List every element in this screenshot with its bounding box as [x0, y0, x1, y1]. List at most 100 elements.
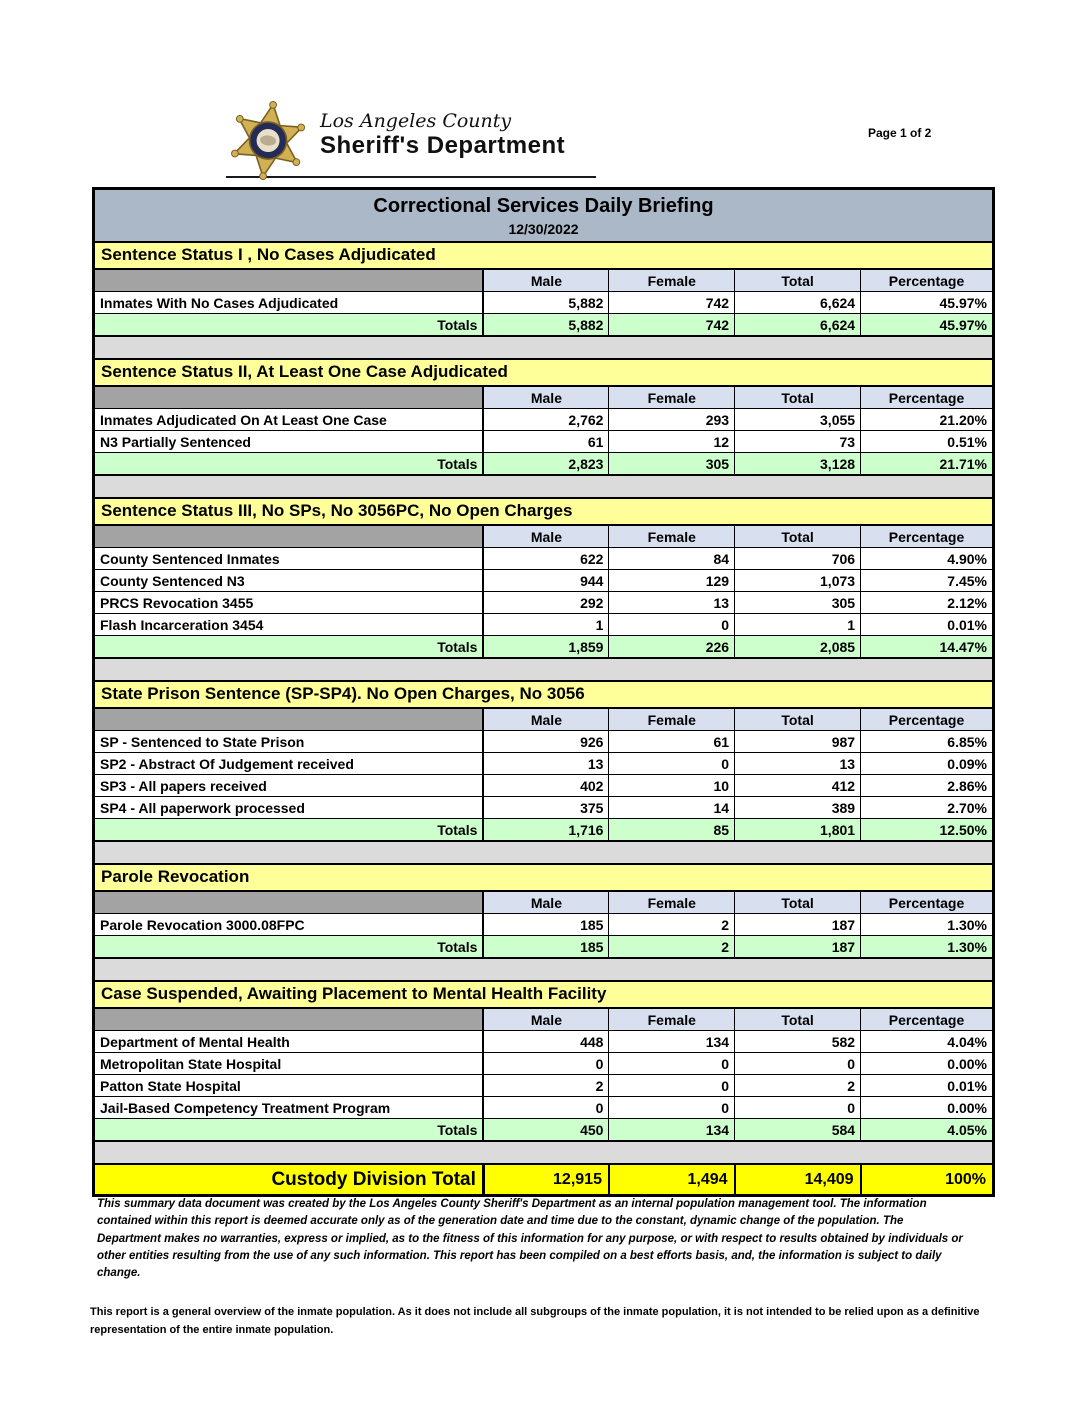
- table-row: SP3 - All papers received 402 10 412 2.86%: [95, 774, 992, 797]
- row-total-value: 1,073: [734, 569, 862, 592]
- section-title: Sentence Status II, At Least One Case Ad…: [95, 358, 992, 386]
- row-total-value: 582: [734, 1030, 862, 1053]
- column-header-percentage: Percentage: [860, 708, 992, 731]
- report-section: Sentence Status I , No Cases Adjudicated…: [95, 241, 992, 358]
- totals-total-value: 584: [734, 1118, 862, 1141]
- column-header-male: Male: [482, 525, 610, 548]
- totals-label: Totals: [95, 635, 485, 658]
- row-label: N3 Partially Sentenced: [95, 430, 485, 453]
- agency-county-text: Los Angeles County: [320, 109, 512, 132]
- row-total-value: 389: [734, 796, 862, 819]
- row-percentage-value: 1.30%: [860, 913, 992, 936]
- custody-total-male: 12,915: [482, 1163, 610, 1194]
- row-female-value: 10: [608, 774, 736, 797]
- section-table: Male Female Total Percentage County Sentence…: [95, 525, 992, 658]
- row-female-value: 0: [608, 1052, 736, 1075]
- totals-percentage-value: 45.97%: [860, 313, 992, 336]
- section-totals-row: Totals 1,716 85 1,801 12.50%: [95, 818, 992, 841]
- section-table: Male Female Total Percentage Parole Revocati…: [95, 891, 992, 958]
- row-total-value: 1: [734, 613, 862, 636]
- totals-female-value: 305: [608, 452, 736, 475]
- table-row: County Sentenced N3 944 129 1,073 7.45%: [95, 569, 992, 592]
- row-male-value: 13: [482, 752, 610, 775]
- blank-corner-cell: [95, 708, 485, 731]
- row-percentage-value: 0.00%: [860, 1096, 992, 1119]
- page-number-label: Page 1 of 2: [868, 126, 932, 140]
- row-percentage-value: 21.20%: [860, 408, 992, 431]
- table-row: SP4 - All paperwork processed 375 14 389 2.7…: [95, 796, 992, 819]
- row-percentage-value: 7.45%: [860, 569, 992, 592]
- row-male-value: 292: [482, 591, 610, 614]
- row-percentage-value: 0.01%: [860, 613, 992, 636]
- row-total-value: 987: [734, 730, 862, 753]
- row-total-value: 0: [734, 1052, 862, 1075]
- row-label: SP3 - All papers received: [95, 774, 485, 797]
- totals-male-value: 1,716: [482, 818, 610, 841]
- column-header-total: Total: [734, 1008, 862, 1031]
- row-total-value: 187: [734, 913, 862, 936]
- row-male-value: 448: [482, 1030, 610, 1053]
- row-percentage-value: 0.09%: [860, 752, 992, 775]
- row-male-value: 402: [482, 774, 610, 797]
- report-section: Sentence Status II, At Least One Case Ad…: [95, 358, 992, 497]
- totals-total-value: 6,624: [734, 313, 862, 336]
- row-male-value: 5,882: [482, 291, 610, 314]
- row-label: Metropolitan State Hospital: [95, 1052, 485, 1075]
- blank-corner-cell: [95, 386, 485, 409]
- column-header-female: Female: [608, 525, 736, 548]
- totals-label: Totals: [95, 452, 485, 475]
- column-header-female: Female: [608, 708, 736, 731]
- column-header-total: Total: [734, 386, 862, 409]
- row-female-value: 14: [608, 796, 736, 819]
- row-label: SP4 - All paperwork processed: [95, 796, 485, 819]
- row-percentage-value: 4.90%: [860, 547, 992, 570]
- report-date: 12/30/2022: [508, 221, 579, 237]
- totals-male-value: 2,823: [482, 452, 610, 475]
- blank-corner-cell: [95, 269, 485, 292]
- row-label: Jail-Based Competency Treatment Program: [95, 1096, 485, 1119]
- row-female-value: 129: [608, 569, 736, 592]
- column-header-male: Male: [482, 386, 610, 409]
- row-total-value: 73: [734, 430, 862, 453]
- table-row: Inmates With No Cases Adjudicated 5,882 74…: [95, 291, 992, 314]
- row-label: Inmates Adjudicated On At Least One Case: [95, 408, 485, 431]
- custody-total-total: 14,409: [733, 1163, 862, 1194]
- row-percentage-value: 2.70%: [860, 796, 992, 819]
- table-row: Parole Revocation 3000.08FPC 185 2 187 1.30%: [95, 913, 992, 936]
- table-row: Inmates Adjudicated On At Least One Case…: [95, 408, 992, 431]
- row-female-value: 0: [608, 752, 736, 775]
- report-sections: Sentence Status I , No Cases Adjudicated…: [95, 241, 992, 1163]
- sheriff-star-badge-icon: [226, 99, 310, 183]
- report-section: Parole Revocation Male Female Total Percenta…: [95, 863, 992, 980]
- table-row: N3 Partially Sentenced 61 12 73 0.51%: [95, 430, 992, 453]
- section-table: Male Female Total Percentage Inmates With No…: [95, 269, 992, 336]
- blank-corner-cell: [95, 525, 485, 548]
- section-gap: [95, 1141, 992, 1163]
- row-percentage-value: 6.85%: [860, 730, 992, 753]
- custody-total-female: 1,494: [607, 1163, 736, 1194]
- report-title: Correctional Services Daily Briefing: [373, 195, 714, 217]
- totals-percentage-value: 14.47%: [860, 635, 992, 658]
- section-gap: [95, 658, 992, 680]
- report-section: Case Suspended, Awaiting Placement to Me…: [95, 980, 992, 1163]
- column-header-total: Total: [734, 269, 862, 292]
- report-title-banner: Correctional Services Daily Briefing 12/…: [95, 190, 992, 241]
- row-percentage-value: 0.01%: [860, 1074, 992, 1097]
- totals-total-value: 2,085: [734, 635, 862, 658]
- row-percentage-value: 2.12%: [860, 591, 992, 614]
- disclaimer-text: This summary data document was created b…: [97, 1198, 963, 1279]
- table-row: Jail-Based Competency Treatment Program 0…: [95, 1096, 992, 1119]
- totals-female-value: 226: [608, 635, 736, 658]
- table-row: Metropolitan State Hospital 0 0 0 0.00%: [95, 1052, 992, 1075]
- row-total-value: 305: [734, 591, 862, 614]
- section-gap: [95, 841, 992, 863]
- section-totals-row: Totals 450 134 584 4.05%: [95, 1118, 992, 1141]
- agency-department-text: Sheriff's Department: [320, 131, 566, 159]
- totals-total-value: 3,128: [734, 452, 862, 475]
- row-male-value: 61: [482, 430, 610, 453]
- totals-label: Totals: [95, 313, 485, 336]
- column-header-row: Male Female Total Percentage: [95, 269, 992, 292]
- row-female-value: 61: [608, 730, 736, 753]
- blank-corner-cell: [95, 891, 485, 914]
- totals-percentage-value: 12.50%: [860, 818, 992, 841]
